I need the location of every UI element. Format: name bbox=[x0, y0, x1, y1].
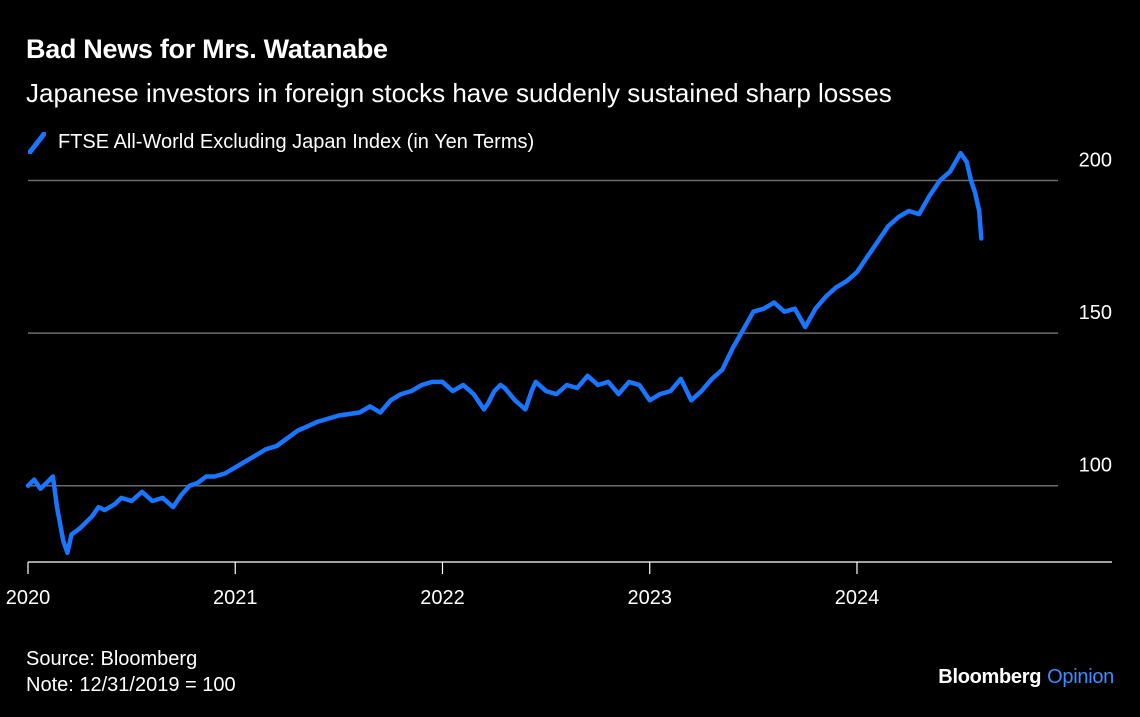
y-tick-label-200: 200 bbox=[1079, 150, 1112, 172]
y-tick-label-150: 150 bbox=[1079, 302, 1112, 324]
brand-logo: Bloomberg Opinion bbox=[938, 666, 1114, 689]
chart-subtitle: Japanese investors in foreign stocks hav… bbox=[26, 78, 892, 108]
footer: Source: Bloomberg Note: 12/31/2019 = 100 bbox=[26, 646, 236, 698]
x-tick-label-2020: 2020 bbox=[6, 587, 51, 609]
source-note: Source: Bloomberg bbox=[26, 648, 198, 670]
y-tick-label-100: 100 bbox=[1079, 455, 1112, 477]
series-line-0 bbox=[25, 150, 984, 556]
chart-title: Bad News for Mrs. Watanabe bbox=[26, 34, 388, 64]
x-tick-label-2024: 2024 bbox=[835, 587, 880, 609]
legend: FTSE All-World Excluding Japan Index (in… bbox=[28, 131, 534, 154]
brand-suffix: Opinion bbox=[1047, 666, 1114, 688]
x-tick-label-2021: 2021 bbox=[213, 587, 258, 609]
x-tick-label-2023: 2023 bbox=[627, 587, 672, 609]
brand-name: Bloomberg bbox=[938, 666, 1042, 688]
legend-swatch bbox=[28, 131, 46, 154]
index-note: Note: 12/31/2019 = 100 bbox=[26, 674, 236, 696]
legend-label: FTSE All-World Excluding Japan Index (in… bbox=[58, 131, 535, 153]
x-tick-label-2022: 2022 bbox=[420, 587, 465, 609]
